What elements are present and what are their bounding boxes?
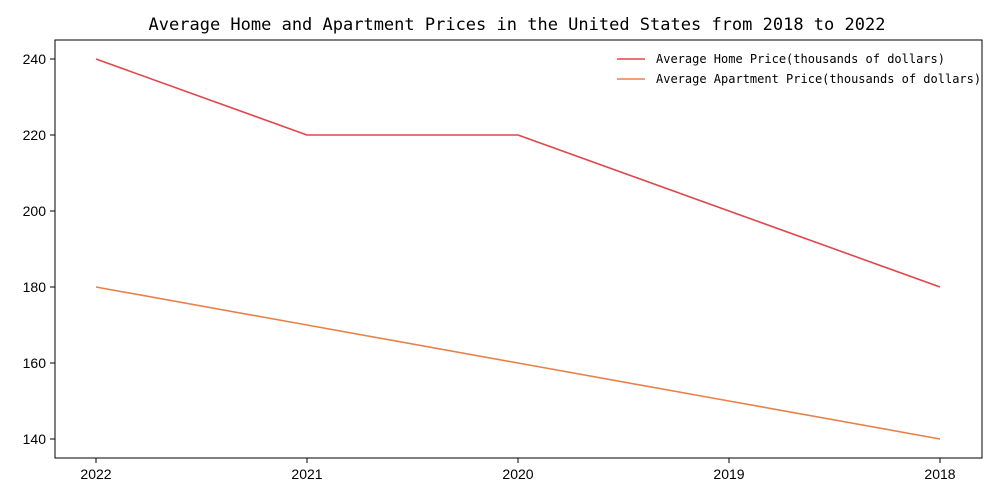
y-tick-label: 140 bbox=[23, 431, 47, 447]
x-tick-label: 2018 bbox=[924, 466, 955, 482]
y-tick-label: 220 bbox=[23, 127, 47, 143]
legend-item: Average Home Price(thousands of dollars) bbox=[617, 52, 945, 66]
x-tick-label: 2021 bbox=[291, 466, 322, 482]
legend: Average Home Price(thousands of dollars)… bbox=[617, 52, 981, 86]
chart-title: Average Home and Apartment Prices in the… bbox=[149, 15, 886, 35]
legend-item: Average Apartment Price(thousands of dol… bbox=[617, 72, 981, 86]
legend-label: Average Home Price(thousands of dollars) bbox=[656, 52, 945, 66]
y-tick-label: 200 bbox=[23, 203, 47, 219]
y-axis: 140 160 180 200 220 240 bbox=[23, 51, 55, 447]
plot-area bbox=[95, 58, 941, 440]
series-1 bbox=[95, 58, 941, 288]
y-tick-label: 160 bbox=[23, 355, 47, 371]
axes-frame bbox=[54, 39, 983, 459]
legend-label: Average Apartment Price(thousands of dol… bbox=[656, 72, 981, 86]
series-2 bbox=[95, 286, 941, 440]
x-tick-label: 2019 bbox=[713, 466, 744, 482]
x-tick-label: 2020 bbox=[502, 466, 533, 482]
y-tick-label: 180 bbox=[23, 279, 47, 295]
series-line bbox=[95, 58, 941, 288]
x-axis: 2022 2021 2020 2019 2018 bbox=[80, 458, 956, 482]
y-tick-label: 240 bbox=[23, 51, 47, 67]
x-tick-label: 2022 bbox=[80, 466, 111, 482]
